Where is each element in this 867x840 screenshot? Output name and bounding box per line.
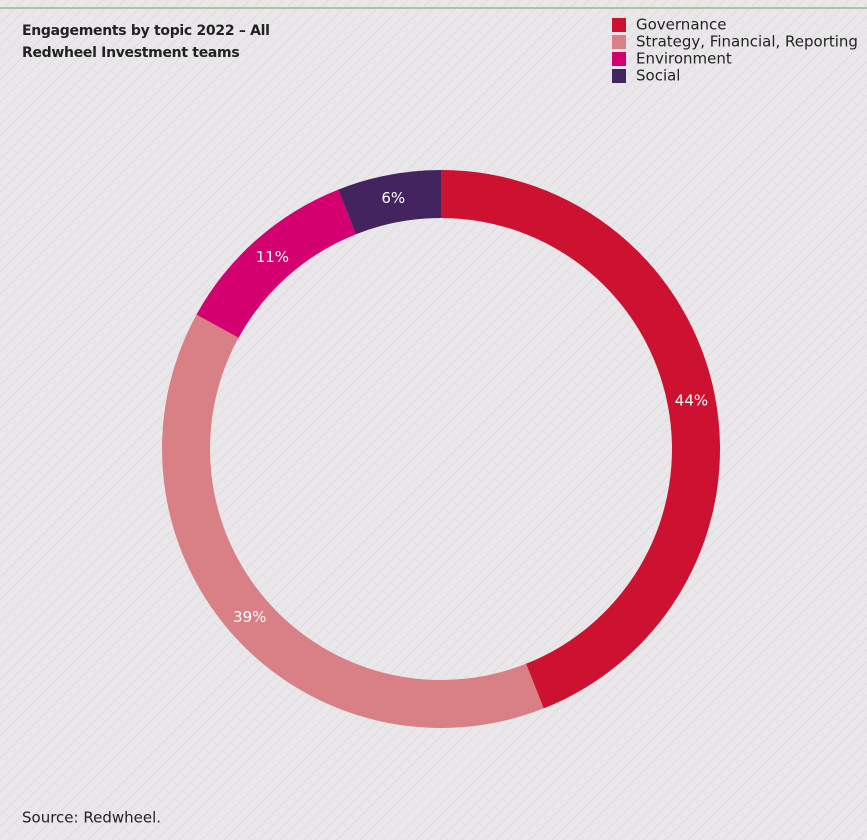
legend-swatch — [612, 52, 626, 66]
chart-title: Engagements by topic 2022 – All Redwheel… — [22, 23, 270, 61]
legend-swatch — [612, 69, 626, 83]
legend-label: Social — [636, 67, 680, 85]
donut-segment — [338, 170, 441, 235]
data-label: 11% — [256, 248, 289, 266]
legend-label: Strategy, Financial, Reporting — [636, 33, 858, 51]
data-label: 44% — [675, 392, 708, 410]
legend-swatch — [612, 35, 626, 49]
legend-label: Environment — [636, 50, 732, 68]
donut-segment — [162, 314, 544, 728]
data-label: 6% — [381, 189, 405, 207]
legend-label: Governance — [636, 16, 727, 34]
donut-segment — [196, 189, 356, 338]
data-label: 39% — [233, 608, 266, 626]
donut-segment — [441, 170, 721, 709]
source: Source: Redwheel. — [22, 809, 161, 827]
legend-swatch — [612, 18, 626, 32]
